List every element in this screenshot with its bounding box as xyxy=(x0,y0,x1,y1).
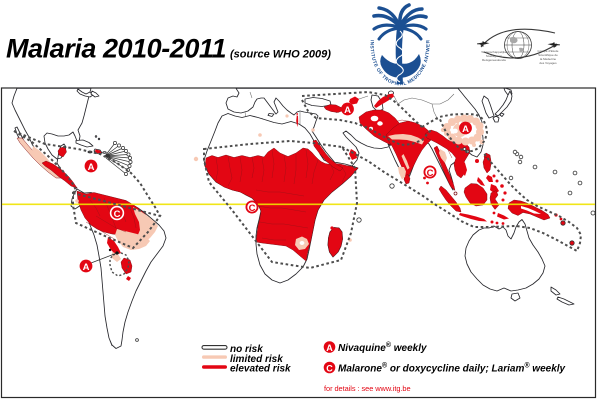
svg-text:Malarone® or doxycycline daily: Malarone® or doxycycline daily; Lariam® … xyxy=(338,362,566,375)
svg-text:C: C xyxy=(249,203,256,214)
svg-text:des Voyages: des Voyages xyxy=(539,61,557,65)
svg-text:Studiegroep: Studiegroep xyxy=(486,54,503,58)
svg-text:elevated risk: elevated risk xyxy=(230,364,291,375)
svg-text:Malaria 2010-2011: Malaria 2010-2011 xyxy=(6,34,226,64)
svg-text:A: A xyxy=(462,124,469,135)
svg-text:A: A xyxy=(326,343,333,353)
svg-text:Nivaquine® weekly: Nivaquine® weekly xyxy=(338,341,427,354)
svg-text:C: C xyxy=(114,209,121,220)
svg-text:Groupe d'Etude: Groupe d'Etude xyxy=(538,49,559,53)
svg-text:limited risk: limited risk xyxy=(230,354,283,365)
svg-text:A: A xyxy=(88,162,95,173)
svg-text:A: A xyxy=(344,105,351,116)
svg-text:Wetenschappelijke: Wetenschappelijke xyxy=(481,50,506,54)
svg-text:C: C xyxy=(427,168,434,179)
svg-text:Scientifique de: Scientifique de xyxy=(538,53,558,57)
svg-text:la Medecine: la Medecine xyxy=(540,57,557,61)
svg-text:(source WHO 2009): (source WHO 2009) xyxy=(230,49,331,61)
svg-text:for details : see www.itg.be: for details : see www.itg.be xyxy=(324,384,411,393)
svg-text:A: A xyxy=(83,262,90,273)
svg-text:C: C xyxy=(326,363,333,373)
svg-text:no risk: no risk xyxy=(230,344,263,355)
svg-text:Reisgeneeskunde: Reisgeneeskunde xyxy=(482,58,506,62)
